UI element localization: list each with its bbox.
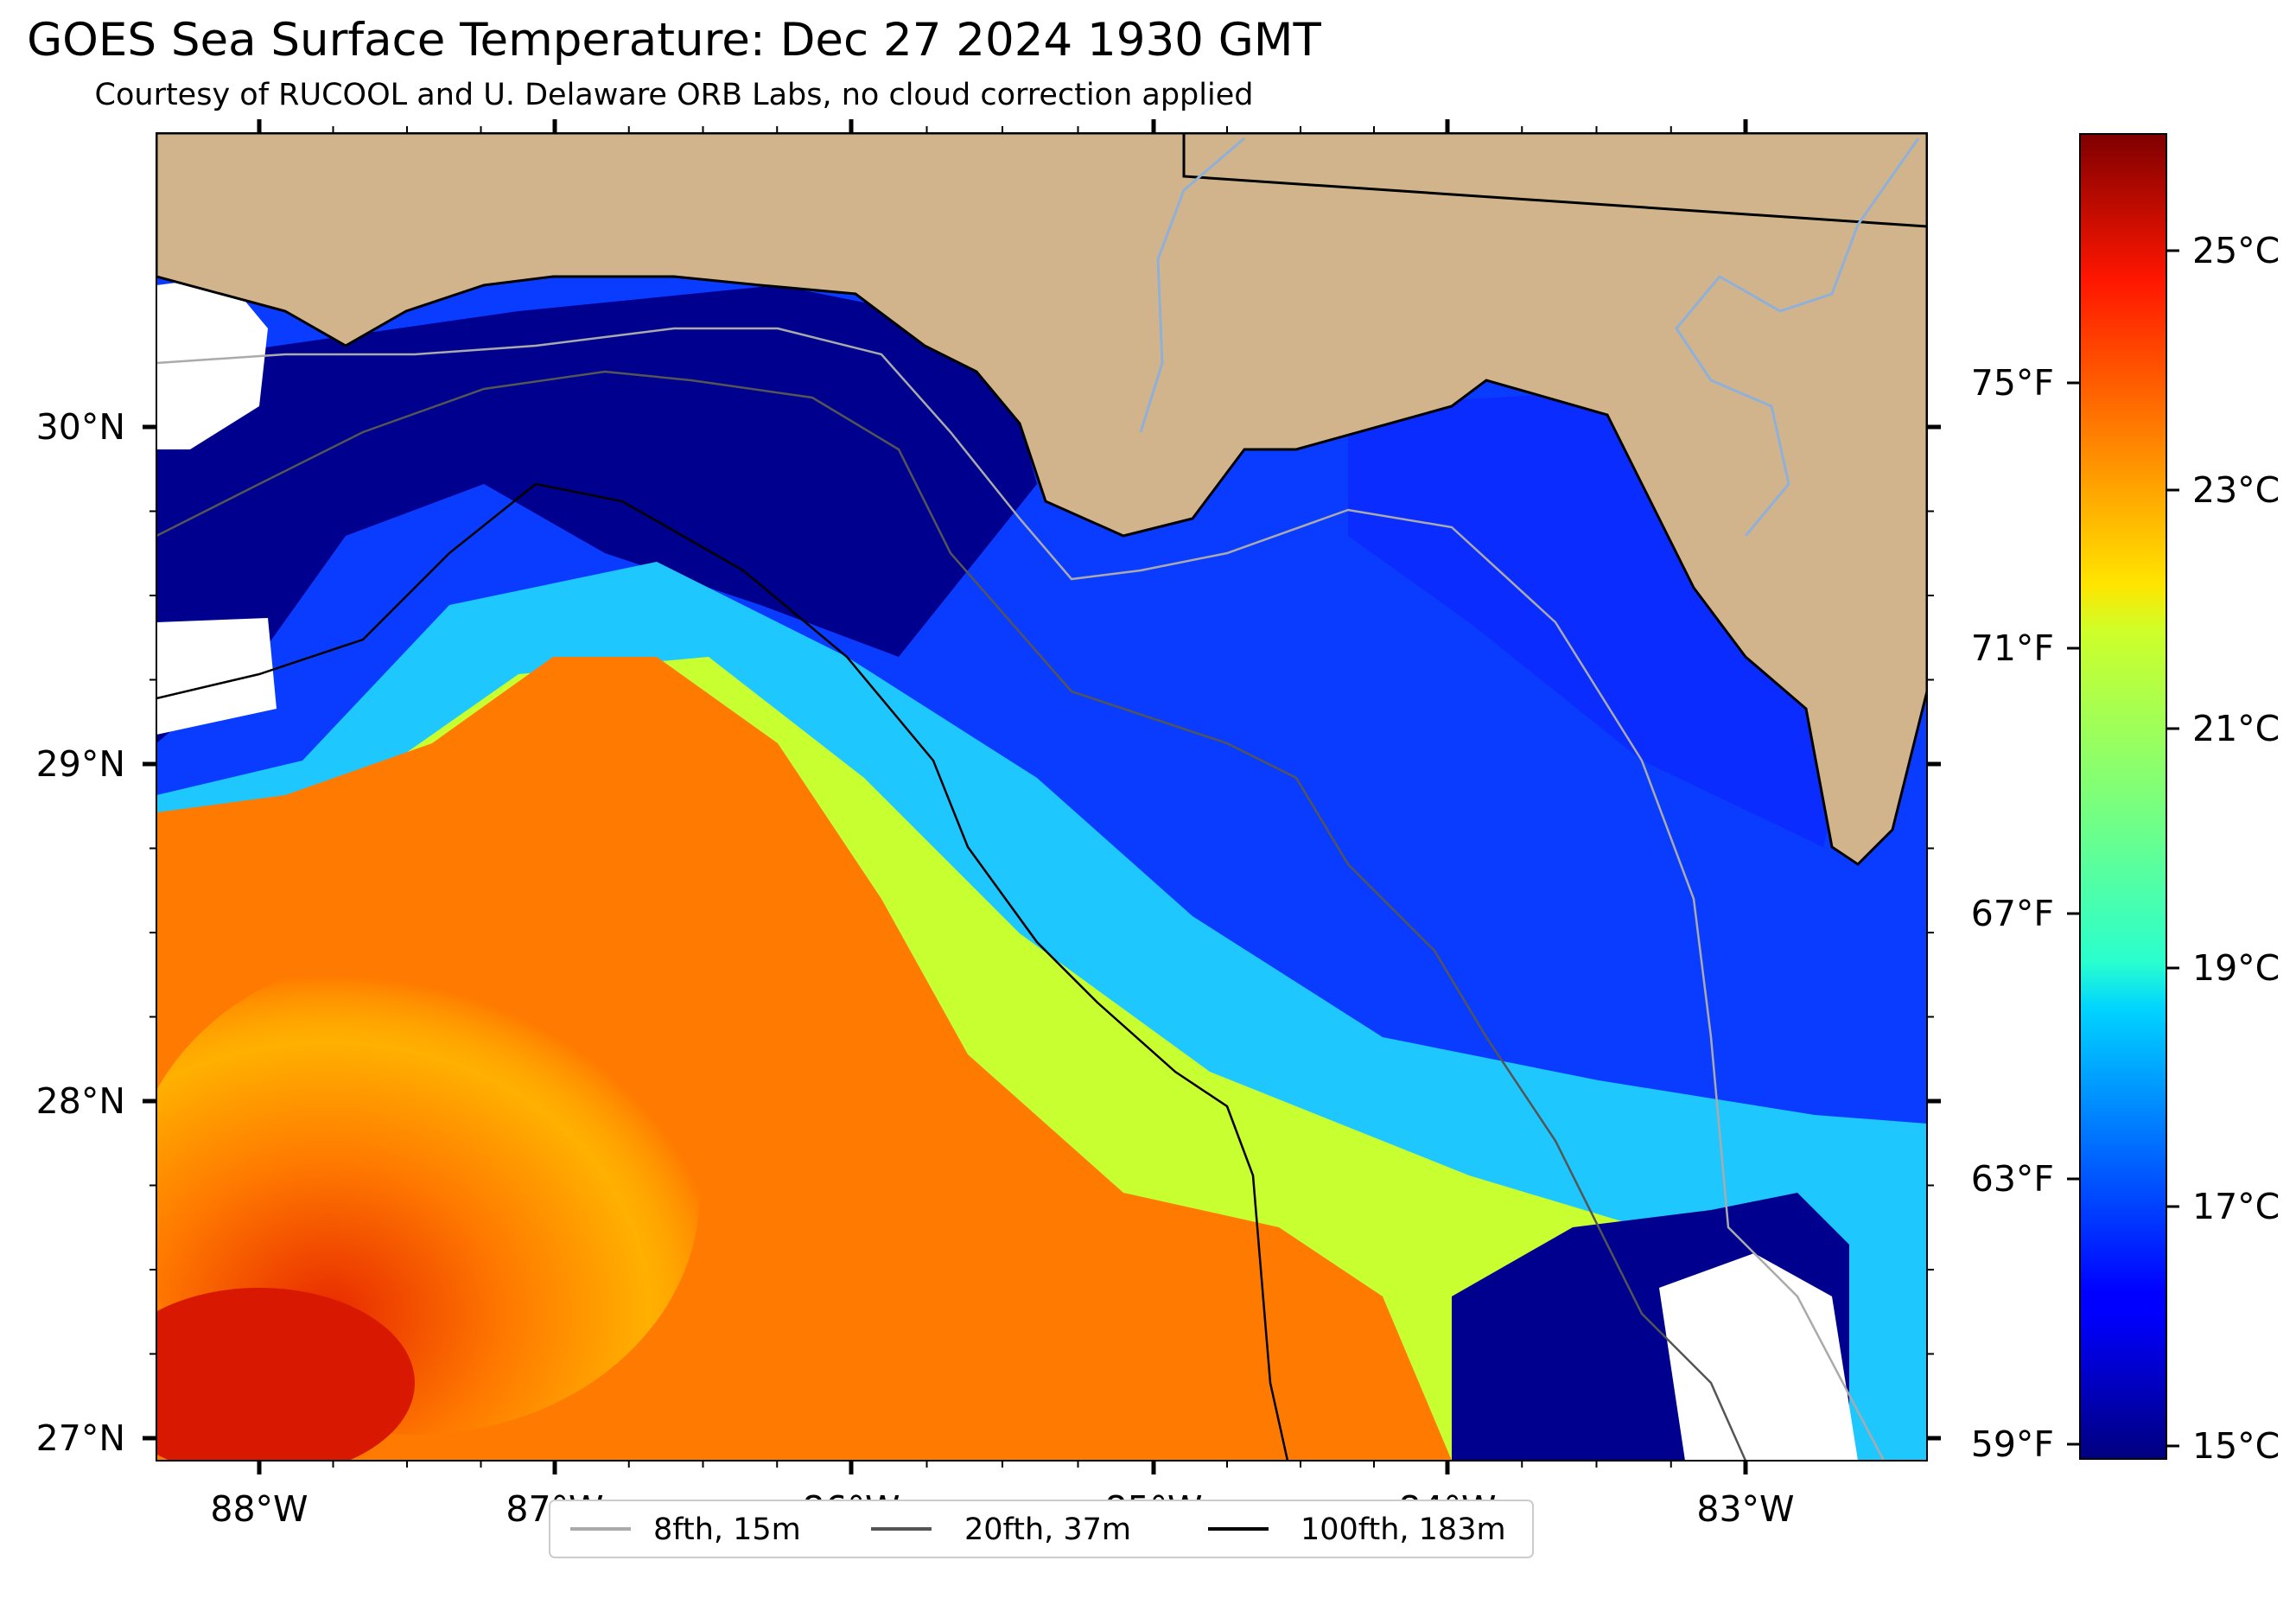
map-area (156, 133, 1927, 1461)
celsius-label: 23°C (2192, 469, 2280, 511)
river-apalachicola (1139, 137, 1245, 433)
contour-20fth (156, 370, 1747, 1461)
colorbar (2079, 133, 2167, 1460)
fahrenheit-label: 71°F (1971, 627, 2054, 669)
state-border (1182, 133, 1927, 228)
chart-subtitle: Courtesy of RUCOOL and U. Delaware ORB L… (94, 78, 1254, 112)
legend-label-100fth: 100fth, 183m (1301, 1513, 1506, 1547)
chart-title: GOES Sea Surface Temperature: Dec 27 202… (27, 14, 1321, 67)
celsius-label: 17°C (2192, 1186, 2280, 1227)
colorbar-celsius-ticks: 25°C 23°C 21°C 19°C 17°C 15°C (2166, 230, 2280, 1467)
contour-8fth (156, 327, 1886, 1461)
legend-label-20fth: 20fth, 37m (964, 1513, 1131, 1547)
warmest-patch (156, 1288, 415, 1461)
lon-label: 88°W (210, 1488, 308, 1530)
celsius-label: 25°C (2192, 230, 2280, 271)
lat-label: 29°N (36, 743, 125, 785)
latitude-labels: 30°N 29°N 28°N 27°N (36, 406, 125, 1459)
celsius-label: 21°C (2192, 708, 2280, 749)
nodata-mobile-bay (156, 277, 268, 449)
colorbar-fahrenheit-ticks: 75°F 71°F 67°F 63°F 59°F (1971, 362, 2080, 1465)
nodata-mississippi-delta (156, 618, 277, 735)
fahrenheit-label: 63°F (1971, 1158, 2054, 1200)
legend: 8fth, 15m 20fth, 37m 100fth, 183m (549, 1500, 1534, 1558)
lat-label: 30°N (36, 406, 125, 448)
land-mass (156, 133, 1927, 866)
lat-label: 27°N (36, 1417, 125, 1459)
river-suwannee (1675, 137, 1920, 537)
lat-label: 28°N (36, 1080, 125, 1122)
map-frame (156, 132, 1928, 1462)
nodata-southwest-florida (1659, 1253, 1858, 1461)
map-ticks (143, 119, 1941, 1474)
legend-label-8fth: 8fth, 15m (653, 1513, 801, 1547)
lon-label: 83°W (1696, 1488, 1794, 1530)
celsius-label: 19°C (2192, 947, 2280, 989)
celsius-label: 15°C (2192, 1425, 2280, 1467)
fahrenheit-label: 75°F (1971, 362, 2054, 404)
legend-box (549, 1500, 1534, 1558)
fahrenheit-label: 67°F (1971, 893, 2054, 934)
contour-100fth (156, 482, 1289, 1461)
fahrenheit-label: 59°F (1971, 1423, 2054, 1465)
